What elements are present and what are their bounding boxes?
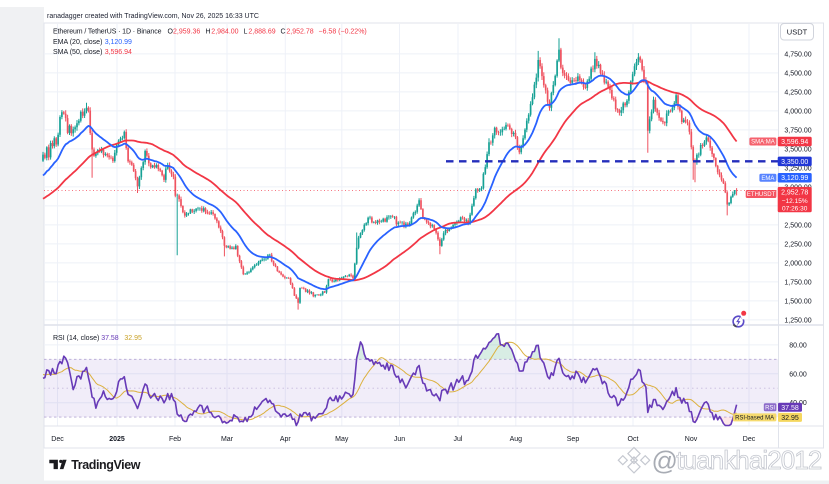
svg-text:2,500.00: 2,500.00 <box>784 222 811 229</box>
svg-text:3,120.99: 3,120.99 <box>781 175 808 182</box>
svg-text:SMA (50, close): SMA (50, close) <box>53 49 102 56</box>
svg-text:Feb: Feb <box>169 436 181 443</box>
svg-text:RSI-based MA: RSI-based MA <box>735 416 774 422</box>
svg-text:4,000.00: 4,000.00 <box>784 108 811 115</box>
svg-text:Sep: Sep <box>567 436 580 443</box>
svg-text:1,750.00: 1,750.00 <box>784 279 811 286</box>
svg-text:ETHUSDT: ETHUSDT <box>747 192 776 198</box>
svg-text:3,750.00: 3,750.00 <box>784 127 811 134</box>
svg-text:Oct: Oct <box>628 436 639 443</box>
svg-text:4,250.00: 4,250.00 <box>784 89 811 96</box>
svg-text:2,000.00: 2,000.00 <box>784 260 811 267</box>
svg-text:Ethereum / TetherUS · 1D · Bin: Ethereum / TetherUS · 1D · Binance <box>53 29 162 36</box>
svg-text:32.95: 32.95 <box>781 415 799 422</box>
svg-text:3,350.00: 3,350.00 <box>781 159 808 166</box>
svg-text:−12.15%: −12.15% <box>782 198 808 205</box>
svg-text:3,596.94: 3,596.94 <box>105 49 132 56</box>
svg-text:Jul: Jul <box>454 436 463 443</box>
svg-text:RSI: RSI <box>765 406 775 412</box>
svg-text:4,750.00: 4,750.00 <box>784 51 811 58</box>
svg-text:2,959.36: 2,959.36 <box>173 29 200 36</box>
svg-text:ranadagger created with Tradin: ranadagger created with TradingView.com,… <box>47 13 259 20</box>
svg-text:O: O <box>168 29 174 36</box>
svg-text:Mar: Mar <box>221 436 234 443</box>
svg-text:SMA:MA: SMA:MA <box>751 140 775 146</box>
svg-text:Apr: Apr <box>280 436 292 443</box>
svg-text:1,500.00: 1,500.00 <box>784 298 811 305</box>
svg-text:3,120.99: 3,120.99 <box>105 39 132 46</box>
svg-text:2,952.78: 2,952.78 <box>781 190 808 197</box>
svg-text:RSI (14, close): RSI (14, close) <box>53 335 99 342</box>
svg-text:3,500.00: 3,500.00 <box>784 146 811 153</box>
svg-text:60.00: 60.00 <box>789 371 807 378</box>
svg-text:3,596.94: 3,596.94 <box>781 139 808 146</box>
svg-text:2025: 2025 <box>109 436 125 443</box>
svg-text:L: L <box>244 29 248 36</box>
svg-text:2,888.69: 2,888.69 <box>248 29 275 36</box>
svg-text:2,952.78: 2,952.78 <box>286 29 313 36</box>
svg-text:tuankhai2012: tuankhai2012 <box>676 445 822 475</box>
svg-text:Nov: Nov <box>685 436 698 443</box>
svg-text:1,250.00: 1,250.00 <box>784 317 811 324</box>
svg-text:TradingView: TradingView <box>71 458 141 472</box>
svg-text:07:26:30: 07:26:30 <box>782 206 808 213</box>
svg-text:2,250.00: 2,250.00 <box>784 241 811 248</box>
svg-text:Aug: Aug <box>510 436 523 443</box>
svg-text:80.00: 80.00 <box>789 342 807 349</box>
svg-text:USDT: USDT <box>787 27 808 36</box>
svg-text:Dec: Dec <box>51 436 64 443</box>
svg-text:4,500.00: 4,500.00 <box>784 70 811 77</box>
svg-text:EMA (20, close): EMA (20, close) <box>53 39 102 46</box>
svg-text:32.95: 32.95 <box>124 335 142 342</box>
svg-text:37.58: 37.58 <box>101 335 119 342</box>
svg-text:37.58: 37.58 <box>781 405 799 412</box>
svg-text:@: @ <box>652 446 678 476</box>
svg-text:Dec: Dec <box>743 436 756 443</box>
svg-text:May: May <box>335 436 349 443</box>
svg-text:3,250.00: 3,250.00 <box>784 165 811 172</box>
svg-text:Jun: Jun <box>394 436 405 443</box>
svg-text:−6.58 (−0.22%): −6.58 (−0.22%) <box>319 29 367 36</box>
svg-text:C: C <box>281 29 286 36</box>
svg-text:H: H <box>206 29 211 36</box>
svg-text:2,984.00: 2,984.00 <box>211 29 238 36</box>
svg-text:EMA: EMA <box>761 176 774 182</box>
